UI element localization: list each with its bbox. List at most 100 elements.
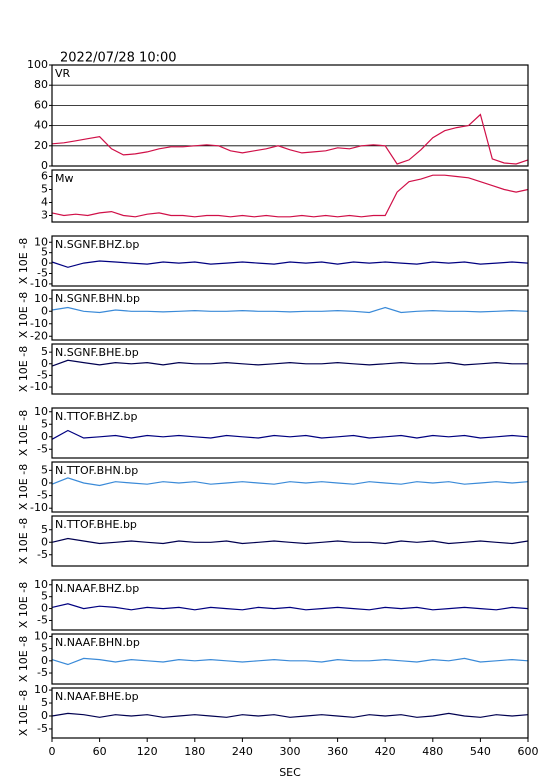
- x-tick-label: 240: [232, 745, 253, 758]
- y-tick-label: 5: [41, 345, 48, 358]
- panel-frame: [51, 579, 529, 631]
- panel-label: VR: [55, 67, 71, 80]
- y-tick-label: 5: [41, 183, 48, 196]
- y-tick-label: -10: [30, 380, 48, 393]
- chart-title: 2022/07/28 10:00: [60, 51, 177, 66]
- y-tick-label: 0: [41, 535, 48, 548]
- y-tick-label: 0: [41, 602, 48, 615]
- panel-frame: [51, 343, 529, 395]
- y-tick-label: -5: [37, 442, 48, 455]
- y-tick-label: 5: [41, 696, 48, 709]
- x-tick-label: 0: [49, 745, 56, 758]
- y-tick-label: 20: [34, 139, 48, 152]
- y-tick-label: -5: [37, 613, 48, 626]
- y-axis-label: X 10E -8: [17, 690, 30, 736]
- panel-frame: [51, 169, 529, 223]
- y-tick-label: -5: [37, 666, 48, 679]
- y-tick-label: -5: [37, 489, 48, 502]
- data-line: [51, 174, 529, 218]
- y-tick-label: -5: [37, 368, 48, 381]
- y-tick-label: 0: [41, 476, 48, 489]
- y-tick-label: 10: [34, 578, 48, 591]
- x-tick-label: 300: [280, 745, 301, 758]
- data-line: [51, 603, 529, 611]
- x-tick-label: 480: [422, 745, 443, 758]
- panel-label: N.SGNF.BHE.bp: [55, 346, 139, 359]
- y-tick-label: -5: [37, 267, 48, 280]
- y-axis-label: X 10E -8: [17, 292, 30, 338]
- data-line: [51, 260, 529, 268]
- y-tick-label: 4: [41, 196, 48, 209]
- y-tick-label: -20: [30, 329, 48, 342]
- y-tick-label: 5: [41, 642, 48, 655]
- y-axis-label: X 10E -8: [17, 238, 30, 284]
- y-tick-label: 10: [34, 683, 48, 696]
- panel-frame: [51, 633, 529, 685]
- panel-label: N.TTOF.BHZ.bp: [55, 410, 138, 423]
- y-tick-label: 100: [27, 58, 48, 71]
- y-tick-label: -5: [37, 722, 48, 735]
- y-tick-label: 5: [41, 417, 48, 430]
- panel-label: N.SGNF.BHZ.bp: [55, 238, 139, 251]
- panel-label: N.SGNF.BHN.bp: [55, 292, 140, 305]
- x-tick-label: 120: [137, 745, 158, 758]
- y-tick-label: -10: [30, 501, 48, 514]
- y-tick-label: 0: [41, 256, 48, 269]
- y-tick-label: 5: [41, 463, 48, 476]
- data-line: [51, 537, 529, 545]
- y-axis-label: X 10E -8: [17, 582, 30, 628]
- y-axis-label: X 10E -8: [17, 464, 30, 510]
- y-tick-label: 60: [34, 98, 48, 111]
- data-line: [51, 657, 529, 666]
- y-tick-label: 0: [41, 654, 48, 667]
- y-axis-label: X 10E -8: [17, 410, 30, 456]
- data-line: [51, 477, 529, 487]
- panel-frame: [51, 407, 529, 459]
- x-tick-label: 180: [184, 745, 205, 758]
- y-tick-label: 10: [34, 292, 48, 305]
- y-tick-label: 0: [41, 304, 48, 317]
- panel-label: N.TTOF.BHE.bp: [55, 518, 137, 531]
- panel-frame: [51, 64, 529, 167]
- x-tick-label: 360: [327, 745, 348, 758]
- panel-label: N.NAAF.BHN.bp: [55, 636, 140, 649]
- x-tick-label: 540: [470, 745, 491, 758]
- panel-label: N.NAAF.BHZ.bp: [55, 582, 139, 595]
- panel-frame: [51, 461, 529, 513]
- y-tick-label: 80: [34, 78, 48, 91]
- y-tick-label: 40: [34, 119, 48, 132]
- y-axis-label: X 10E -8: [17, 346, 30, 392]
- panel-label: N.TTOF.BHN.bp: [55, 464, 138, 477]
- y-tick-label: -10: [30, 317, 48, 330]
- y-tick-label: -5: [37, 548, 48, 561]
- y-tick-label: 0: [41, 430, 48, 443]
- y-tick-label: 5: [41, 590, 48, 603]
- y-tick-label: 10: [34, 235, 48, 248]
- x-axis-label: SEC: [279, 766, 301, 779]
- data-line: [51, 359, 528, 367]
- x-tick-label: 600: [518, 745, 539, 758]
- y-tick-label: 5: [41, 246, 48, 259]
- panel-label: Mw: [55, 172, 74, 185]
- y-tick-label: 10: [34, 629, 48, 642]
- y-tick-label: 3: [41, 209, 48, 222]
- y-tick-label: 6: [41, 170, 48, 183]
- y-axis-label: X 10E -8: [17, 636, 30, 682]
- y-tick-label: 0: [41, 159, 48, 172]
- y-tick-label: -10: [30, 277, 48, 290]
- data-line: [51, 429, 529, 440]
- y-axis-label: X 10E -8: [17, 518, 30, 564]
- panel-label: N.NAAF.BHE.bp: [55, 690, 139, 703]
- y-tick-label: 0: [41, 709, 48, 722]
- x-tick-label: 420: [375, 745, 396, 758]
- x-tick-label: 60: [93, 745, 107, 758]
- data-line: [51, 306, 529, 314]
- data-line: [51, 113, 529, 165]
- panel-frame: [51, 515, 529, 567]
- y-tick-label: 5: [41, 523, 48, 536]
- data-line: [51, 712, 529, 718]
- y-tick-label: 10: [34, 405, 48, 418]
- y-tick-label: 0: [41, 357, 48, 370]
- panel-frame: [51, 235, 529, 287]
